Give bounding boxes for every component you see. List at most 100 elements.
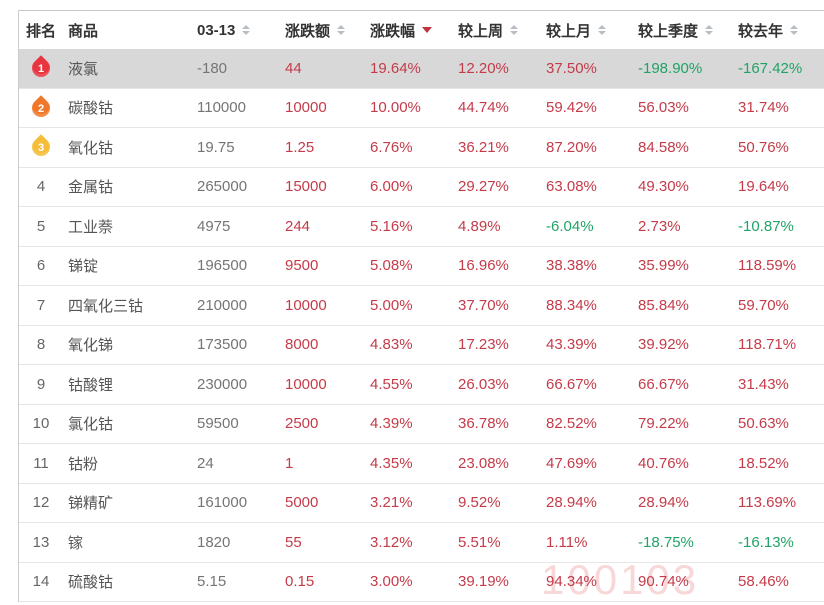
year-value: 50.76% (738, 138, 789, 156)
cell-name: 液氯 (63, 58, 197, 79)
watermark: 100103 (541, 556, 700, 603)
commodity-name[interactable]: 锑锭 (68, 258, 99, 276)
column-header-week[interactable]: 较上周 (458, 20, 546, 41)
price-value: 5.15 (197, 573, 227, 591)
table-row[interactable]: 2 碳酸钴 110000 10000 10.00% 44.74% 59.42% 56.03% 3… (19, 89, 824, 128)
table-row[interactable]: 12 锑精矿 161000 5000 3.21% 9.52% 28.94% 28.94% 113… (19, 484, 824, 523)
column-header-pct[interactable]: 涨跌幅 (370, 20, 458, 41)
week-value: 44.74% (458, 99, 509, 117)
commodity-name[interactable]: 工业萘 (68, 218, 114, 236)
table-row[interactable]: 8 氧化锑 173500 8000 4.83% 17.23% 43.39% 39.92% 118… (19, 326, 824, 365)
column-header-price[interactable]: 03-13 (197, 22, 285, 39)
cell-rank: 11 (19, 455, 63, 472)
cell-name: 钴酸锂 (63, 374, 197, 395)
cell-pct: 10.00% (370, 99, 458, 116)
month-value: 37.50% (546, 59, 597, 77)
cell-year: 50.63% (738, 415, 824, 432)
column-header-month[interactable]: 较上月 (546, 20, 638, 41)
cell-pct: 19.64% (370, 60, 458, 77)
table-row[interactable]: 4 金属钴 265000 15000 6.00% 29.27% 63.08% 49.30% 19… (19, 168, 824, 207)
month-value: 43.39% (546, 336, 597, 354)
commodity-name[interactable]: 液氯 (68, 60, 99, 78)
cell-price: 24 (197, 455, 285, 472)
quarter-value: 49.30% (638, 178, 689, 196)
commodity-name[interactable]: 四氧化三钴 (68, 297, 144, 315)
cell-price: 265000 (197, 178, 285, 195)
sort-toggle-icon[interactable] (790, 25, 799, 35)
week-value: 9.52% (458, 494, 501, 512)
commodity-name[interactable]: 金属钴 (68, 179, 114, 197)
column-header-label: 商品 (68, 22, 99, 40)
table-row[interactable]: 11 钴粉 24 1 4.35% 23.08% 47.69% 40.76% 18.52% (19, 444, 824, 484)
cell-name: 硫酸钴 (63, 571, 197, 592)
column-header-change[interactable]: 涨跌额 (285, 20, 370, 41)
change-value: 244 (285, 217, 311, 235)
column-header-quarter[interactable]: 较上季度 (638, 20, 738, 41)
sort-toggle-icon[interactable] (705, 25, 714, 35)
price-value: 230000 (197, 375, 248, 393)
cell-week: 29.27% (458, 178, 546, 195)
year-value: 58.46% (738, 573, 789, 591)
change-value: 2500 (285, 415, 319, 433)
quarter-value: 84.58% (638, 138, 689, 156)
sort-toggle-icon[interactable] (242, 25, 251, 35)
commodity-name[interactable]: 镓 (68, 534, 84, 552)
cell-quarter: 66.67% (638, 376, 738, 393)
column-header-year[interactable]: 较去年 (738, 20, 824, 41)
hot-rank-flame-icon: 3 (28, 134, 54, 160)
table-row[interactable]: 13 镓 1820 55 3.12% 5.51% 1.11% -18.75% -16.13% (19, 523, 824, 563)
sort-toggle-icon[interactable] (337, 25, 346, 35)
pct-value: 4.39% (370, 415, 413, 433)
cell-change: 10000 (285, 376, 370, 393)
rank-number: 8 (36, 336, 46, 354)
commodity-name[interactable]: 钴酸锂 (68, 376, 114, 394)
rank-number: 1 (37, 63, 45, 76)
rank-number: 14 (32, 573, 50, 591)
table-row[interactable]: 14 硫酸钴 5.15 0.15 3.00% 39.19% 94.34% 90.74% 58.4… (19, 563, 824, 602)
table-row[interactable]: 7 四氧化三钴 210000 10000 5.00% 37.70% 88.34% 85.84%… (19, 286, 824, 326)
cell-year: 113.69% (738, 494, 824, 511)
rank-number: 2 (37, 102, 45, 115)
table-row[interactable]: 10 氯化钴 59500 2500 4.39% 36.78% 82.52% 79.22% 50.… (19, 405, 824, 444)
commodity-name[interactable]: 氧化锑 (68, 337, 114, 355)
rank-number: 12 (32, 494, 50, 512)
sort-toggle-icon[interactable] (510, 25, 519, 35)
commodity-name[interactable]: 钴粉 (68, 455, 99, 473)
price-value: 210000 (197, 296, 248, 314)
month-value: 66.67% (546, 375, 597, 393)
cell-name: 锑精矿 (63, 492, 197, 513)
cell-month: 59.42% (546, 99, 638, 116)
commodity-name[interactable]: 硫酸钴 (68, 574, 114, 592)
cell-change: 244 (285, 218, 370, 235)
change-value: 15000 (285, 178, 327, 196)
table-row[interactable]: 9 钴酸锂 230000 10000 4.55% 26.03% 66.67% 66.67% 31… (19, 365, 824, 405)
month-value: 28.94% (546, 494, 597, 512)
year-value: 18.52% (738, 454, 789, 472)
cell-quarter: 49.30% (638, 178, 738, 195)
cell-pct: 5.00% (370, 297, 458, 314)
pct-value: 3.21% (370, 494, 413, 512)
sort-desc-active-icon[interactable] (422, 27, 433, 33)
column-header-label: 较上月 (546, 22, 592, 40)
quarter-value: -18.75% (638, 533, 694, 551)
week-value: 4.89% (458, 217, 501, 235)
cell-month: 37.50% (546, 60, 638, 77)
cell-week: 5.51% (458, 534, 546, 551)
sort-down-arrow-icon (510, 31, 519, 35)
week-value: 26.03% (458, 375, 509, 393)
rank-number: 6 (36, 257, 46, 275)
commodity-name[interactable]: 氧化钴 (68, 139, 114, 157)
commodity-name[interactable]: 碳酸钴 (68, 100, 114, 118)
commodity-name[interactable]: 氯化钴 (68, 416, 114, 434)
table-row[interactable]: 5 工业萘 4975 244 5.16% 4.89% -6.04% 2.73% -10.87% (19, 207, 824, 247)
table-row[interactable]: 1 液氯 -180 44 19.64% 12.20% 37.50% -198.90% -167.… (19, 49, 824, 89)
sort-toggle-icon[interactable] (598, 25, 607, 35)
commodity-name[interactable]: 锑精矿 (68, 495, 114, 513)
sort-down-arrow-icon (790, 31, 799, 35)
price-value: 19.75 (197, 138, 235, 156)
table-row[interactable]: 6 锑锭 196500 9500 5.08% 16.96% 38.38% 35.99% 118.… (19, 247, 824, 286)
cell-week: 9.52% (458, 494, 546, 511)
table-row[interactable]: 3 氧化钴 19.75 1.25 6.76% 36.21% 87.20% 84.58% 50.7… (19, 128, 824, 168)
quarter-value: 2.73% (638, 217, 681, 235)
cell-month: -6.04% (546, 218, 638, 235)
